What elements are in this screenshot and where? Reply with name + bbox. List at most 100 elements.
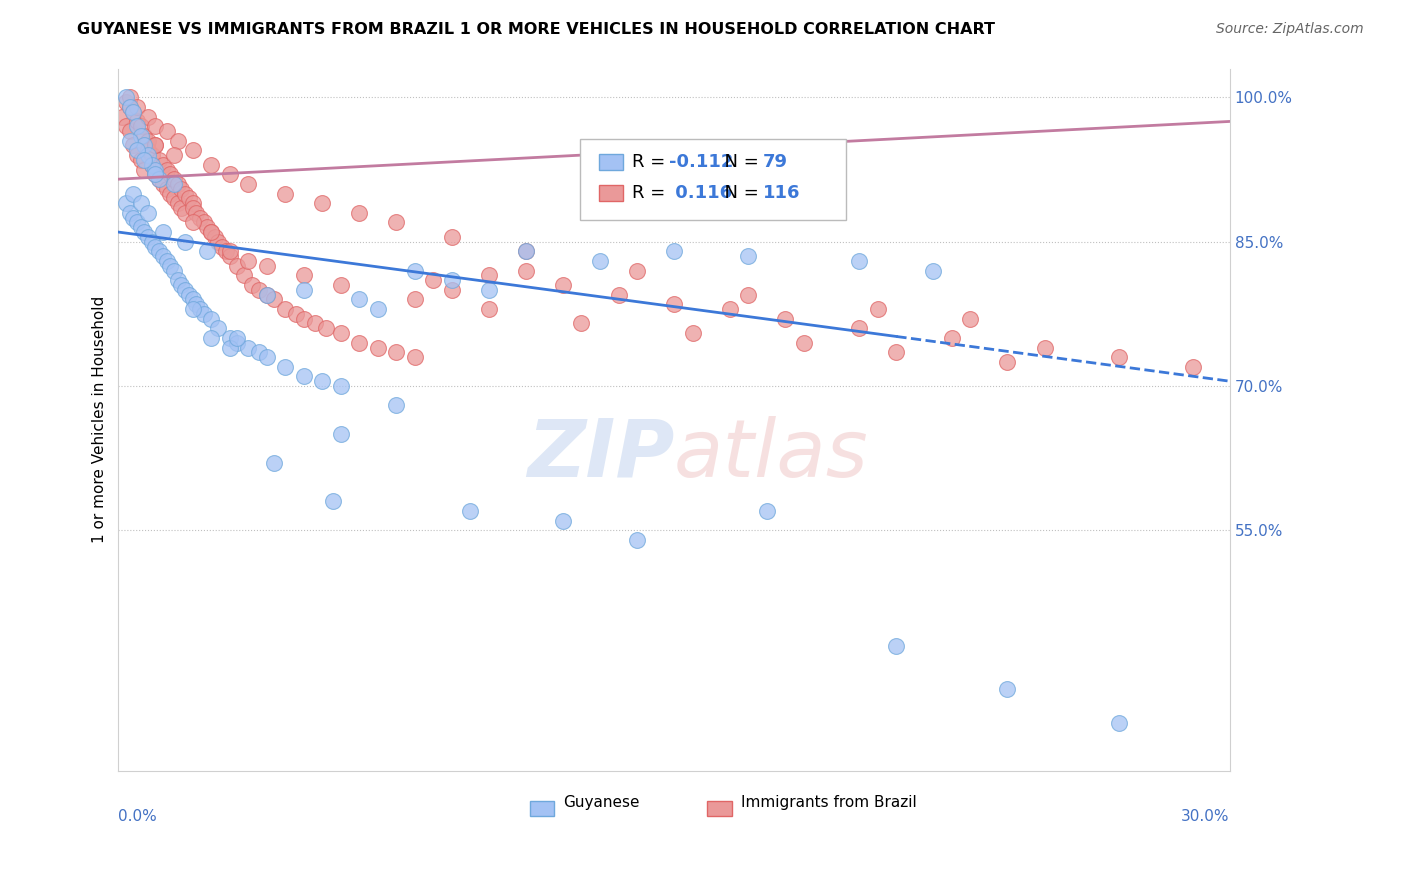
Point [478,301,501,316]
Point [163,263,186,277]
Point [848,254,870,268]
Point [155,162,177,177]
Point [236,341,259,355]
Point [718,301,741,316]
Point [141,158,163,172]
Point [274,359,297,374]
Point [218,341,240,355]
Point [152,249,174,263]
FancyBboxPatch shape [579,139,846,219]
Point [166,273,188,287]
Point [322,494,344,508]
Point [256,259,278,273]
Point [329,379,352,393]
Point [315,321,337,335]
Point [170,201,193,215]
Point [141,235,163,249]
Point [134,225,156,239]
Point [200,225,222,239]
Point [226,259,249,273]
Point [263,456,285,470]
Bar [530,801,554,816]
Text: 116: 116 [763,184,800,202]
Point [118,134,141,148]
Point [211,239,233,253]
Point [181,196,204,211]
Point [118,206,141,220]
Point [226,331,249,345]
Point [145,138,167,153]
Point [136,110,159,124]
Point [737,287,759,301]
Point [152,158,174,172]
Point [236,254,259,268]
Point [115,196,138,211]
Point [256,287,278,301]
Point [200,158,222,172]
Point [256,287,278,301]
Point [193,215,215,229]
Y-axis label: 1 or more Vehicles in Household: 1 or more Vehicles in Household [93,296,107,543]
Point [682,326,704,340]
Point [478,283,501,297]
Point [122,211,145,225]
Point [129,128,152,143]
Point [347,206,370,220]
Bar [599,154,623,169]
Point [226,335,249,350]
Point [152,177,174,191]
Point [215,244,238,259]
Point [186,297,208,311]
Point [292,283,315,297]
Point [195,220,218,235]
Point [111,110,134,124]
Point [292,369,315,384]
Point [174,235,197,249]
Point [422,273,444,287]
Point [170,182,193,196]
Point [159,186,181,201]
Point [122,186,145,201]
Point [186,206,208,220]
Point [571,317,593,331]
Point [115,95,138,110]
Point [1033,341,1056,355]
Text: 79: 79 [763,153,787,171]
Point [922,263,945,277]
Bar [599,186,623,201]
Point [125,120,148,134]
Point [773,311,796,326]
Point [136,206,159,220]
Point [193,307,215,321]
Point [218,249,240,263]
Point [200,311,222,326]
Point [163,148,186,162]
Point [385,215,408,229]
Point [200,331,222,345]
Point [159,167,181,181]
Point [188,211,211,225]
Text: R =: R = [631,184,671,202]
Point [125,100,148,114]
Point [247,345,270,359]
Point [181,143,204,157]
Point [134,153,156,167]
Point [848,321,870,335]
Point [404,350,426,364]
Point [134,162,156,177]
Point [662,297,685,311]
Point [285,307,308,321]
Point [129,153,152,167]
Point [247,283,270,297]
Point [218,244,240,259]
Point [148,153,170,167]
Point [263,293,285,307]
Point [118,124,141,138]
Text: R =: R = [631,153,671,171]
Point [166,134,188,148]
Text: Guyanese: Guyanese [562,795,640,810]
Point [134,128,156,143]
Bar [707,801,733,816]
Point [404,293,426,307]
Point [122,104,145,119]
